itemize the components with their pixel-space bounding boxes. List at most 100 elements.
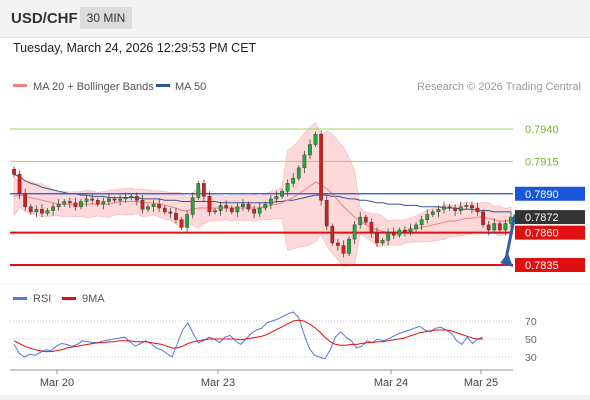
candle-body: [296, 167, 301, 179]
rsi-legend-label: RSI: [33, 293, 51, 305]
credit-text: Research © 2026 Trading Central: [417, 81, 581, 93]
candle: [241, 198, 245, 211]
x-axis-ticks: Mar 20 Mar 23 Mar 24 Mar 25: [40, 370, 498, 389]
candle-body: [112, 198, 117, 201]
candle-body: [73, 202, 78, 207]
candle: [28, 204, 33, 215]
candle-body: [190, 197, 195, 215]
candle-body: [358, 216, 363, 226]
candle-body: [218, 205, 223, 211]
candle-body: [241, 203, 245, 207]
candle: [40, 204, 44, 218]
candle: [414, 222, 418, 232]
candle-body: [352, 224, 357, 240]
candle: [403, 226, 407, 237]
candle-body: [224, 205, 229, 209]
chart-header: USD/CHF 30 MIN: [0, 0, 590, 38]
candle-body: [408, 228, 413, 232]
candle: [201, 179, 206, 202]
candle: [123, 192, 128, 203]
candle: [263, 201, 268, 211]
candle: [213, 208, 217, 215]
candle: [369, 218, 374, 238]
candle-body: [235, 206, 240, 213]
candle-body: [419, 219, 424, 226]
candle: [34, 205, 39, 218]
candle: [56, 198, 61, 211]
candle: [146, 204, 150, 212]
candle-body: [285, 183, 290, 192]
x-tick-label: Mar 23: [201, 377, 235, 389]
rsi-tick-label: 50: [525, 334, 537, 346]
candle: [140, 195, 145, 214]
candle: [408, 223, 413, 236]
candle-body: [336, 242, 340, 246]
candle: [269, 195, 273, 210]
candle: [492, 218, 497, 234]
candle-body: [252, 209, 256, 214]
candle: [274, 191, 279, 203]
candle-body: [151, 203, 156, 207]
current-price-tag: [515, 210, 585, 225]
rsi-ma-line: [13, 319, 483, 353]
candle-body: [263, 203, 268, 209]
candle-body: [375, 232, 379, 244]
candle: [62, 198, 67, 207]
candle-body: [403, 229, 407, 232]
support-label: 0.7860: [525, 228, 559, 240]
candle-body: [146, 206, 150, 210]
candle: [324, 195, 329, 231]
timeframe-badge[interactable]: 30 MIN: [80, 7, 132, 29]
candle: [67, 197, 72, 209]
candle-body: [45, 210, 50, 214]
candle-body: [503, 223, 508, 231]
candle: [229, 205, 234, 215]
candle: [51, 202, 55, 216]
candle: [17, 170, 22, 199]
x-tick-label: Mar 25: [464, 377, 498, 389]
candle-body: [369, 222, 374, 233]
candle-body: [257, 207, 262, 214]
candle: [185, 210, 189, 233]
candlesticks: [12, 130, 513, 258]
candle-body: [162, 207, 167, 213]
candle: [430, 209, 435, 218]
candle: [419, 215, 424, 231]
candle: [23, 188, 28, 211]
candle: [375, 227, 379, 247]
candle-body: [140, 200, 145, 210]
candle-body: [319, 133, 324, 201]
candle-body: [453, 207, 458, 211]
candle-body: [23, 193, 28, 207]
candle: [224, 200, 229, 212]
candle-body: [12, 168, 16, 175]
candle: [291, 173, 296, 188]
candle: [179, 217, 184, 231]
candle: [285, 179, 290, 197]
candle-body: [201, 183, 206, 197]
candle: [174, 208, 178, 224]
candle-body: [302, 154, 307, 169]
candle-body: [107, 198, 111, 202]
resistance-label: 0.7940: [525, 124, 559, 136]
candle-body: [425, 214, 430, 220]
x-tick-label: Mar 24: [374, 377, 408, 389]
candle-body: [486, 224, 491, 231]
candle: [447, 204, 452, 211]
ma20-legend-label: MA 20 + Bollinger Bands: [33, 81, 154, 93]
candle-body: [62, 201, 67, 205]
candle-body: [229, 207, 234, 213]
candle: [280, 188, 284, 199]
ma9-legend-label: 9MA: [82, 293, 105, 305]
pivot-tag: [515, 186, 585, 201]
candle: [336, 239, 340, 251]
candle: [296, 165, 301, 181]
candle-body: [308, 144, 312, 156]
candle-body: [347, 238, 351, 254]
rsi-panel: 70 50 30: [10, 311, 537, 364]
candle-body: [497, 223, 502, 231]
candle: [196, 180, 201, 201]
candle-body: [174, 212, 178, 220]
candle: [107, 193, 111, 206]
candle-body: [430, 211, 435, 215]
